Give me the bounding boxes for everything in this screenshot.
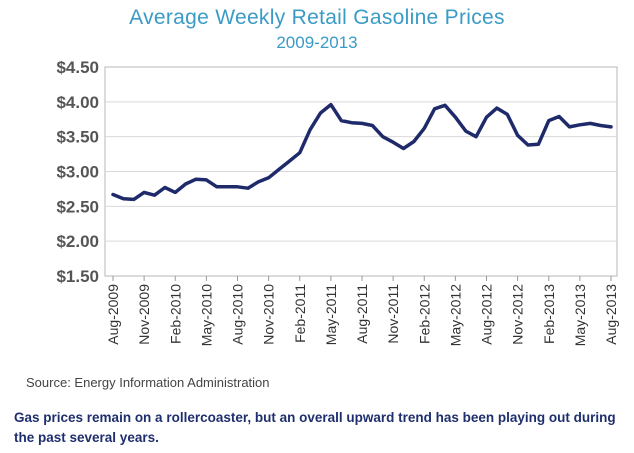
x-tick-label: May-2010 — [198, 284, 214, 346]
chart-title: Average Weekly Retail Gasoline Prices — [129, 6, 505, 29]
x-tick-label: Aug-2011 — [354, 284, 370, 344]
source-note: Source: Energy Information Administratio… — [26, 375, 270, 390]
chart-subtitle: 2009-2013 — [276, 33, 358, 52]
y-tick-label: $1.50 — [56, 267, 99, 286]
x-tick-label: Aug-2009 — [105, 284, 121, 345]
x-tick-label: Feb-2012 — [416, 284, 432, 344]
x-axis: Aug-2009 Nov-2009 Feb-2010 May-2010 Aug-2010… — [105, 276, 619, 346]
x-tick-label: Aug-2010 — [230, 284, 246, 345]
y-tick-label: $4.50 — [56, 58, 99, 77]
x-tick-label: Nov-2010 — [261, 284, 277, 345]
x-tick-label: Aug-2012 — [479, 284, 495, 345]
x-tick-label: May-2012 — [447, 284, 463, 346]
x-tick-label: Feb-2010 — [167, 284, 183, 344]
grid-lines — [105, 101, 617, 242]
y-tick-label: $2.50 — [56, 197, 99, 216]
y-tick-label: $4.00 — [56, 93, 99, 112]
x-tick-label: Nov-2012 — [510, 284, 526, 345]
x-tick-label: Feb-2011 — [292, 284, 308, 343]
y-axis: $1.50 $2.00 $2.50 $3.00 $3.50 $4.00 $4.50 — [56, 58, 99, 286]
y-tick-label: $3.50 — [56, 128, 99, 147]
y-tick-label: $3.00 — [56, 163, 99, 182]
x-tick-label: Nov-2011 — [385, 284, 401, 344]
x-tick-label: Nov-2009 — [136, 284, 152, 345]
x-tick-label: May-2013 — [572, 284, 588, 346]
x-tick-label: Feb-2013 — [541, 284, 557, 344]
x-tick-label: Aug-2013 — [603, 284, 619, 345]
series-line — [111, 102, 613, 202]
caption: Gas prices remain on a rollercoaster, bu… — [14, 410, 616, 445]
y-tick-label: $2.00 — [56, 232, 99, 251]
x-tick-label: May-2011 — [323, 284, 339, 345]
